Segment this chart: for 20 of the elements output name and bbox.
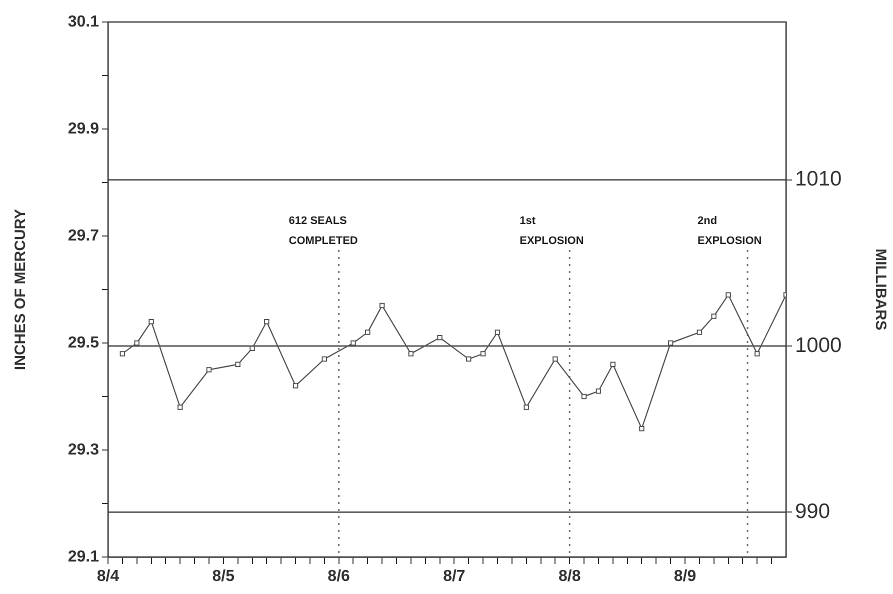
y-tick-label: 29.9 (68, 120, 100, 138)
x-tick-label: 8/7 (443, 568, 466, 586)
y2-axis-title: MILLIBARS (872, 248, 889, 330)
y-tick-label: 29.5 (68, 334, 100, 352)
y2-tick-label: 1010 (795, 168, 842, 191)
x-tick-label: 8/5 (212, 568, 235, 586)
ref-line-label: 2nd EXPLOSION (698, 215, 762, 247)
y-tick-label: 29.1 (68, 548, 100, 566)
ref-line-label: 1st EXPLOSION (520, 215, 584, 247)
x-tick-label: 8/9 (674, 568, 696, 586)
x-tick-label: 8/8 (558, 568, 581, 586)
y-tick-label: 29.3 (68, 441, 100, 458)
ref-line-label: 612 SEALS COMPLETED (288, 215, 358, 247)
y-tick-label: 30.1 (68, 13, 100, 30)
y2-tick-label: 1000 (795, 334, 842, 357)
y-tick-label: 29.7 (68, 227, 100, 244)
x-tick-label: 8/4 (96, 568, 120, 586)
x-tick-label: 8/6 (328, 568, 350, 586)
y2-tick-label: 990 (795, 500, 830, 523)
y-axis-title: INCHES OF MERCURY (12, 208, 30, 370)
